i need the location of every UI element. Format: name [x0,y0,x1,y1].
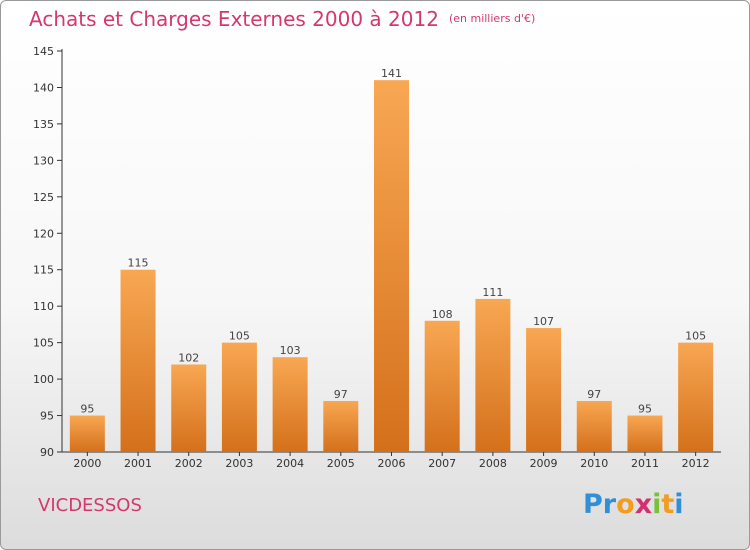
logo-letter: i [674,489,684,520]
data-label: 95 [80,403,94,416]
axes: 90 95 100 105 110 115 120 125 130 135 140 145 [33,45,721,459]
data-label: 97 [587,388,601,401]
unit-note: (en milliers d'€) [448,12,536,25]
bar [424,320,460,452]
data-label: 105 [229,330,250,343]
bar [475,298,511,452]
chart-title: Achats et Charges Externes 2000 à 2012 (e… [29,7,535,31]
y-tick-label: 125 [33,191,54,204]
y-tick-label: 120 [33,227,54,240]
commune-name: VICDESSOS [38,495,142,516]
x-tick-label: 2000 [73,457,101,470]
data-label: 105 [685,330,706,343]
bar [576,400,612,452]
bar [69,415,105,452]
bar [526,328,562,452]
data-label: 103 [280,344,301,357]
bars [69,80,714,452]
x-tick-label: 2012 [682,457,710,470]
y-tick-label: 145 [33,45,54,58]
proxiti-logo: Proxiti [583,489,684,520]
labels: 2000 95 2001 115 2002 102 2003 105 2004 103 2005 97… [73,67,709,470]
data-label: 95 [638,403,652,416]
bar [323,400,359,452]
bar [120,269,156,452]
data-label: 97 [334,388,348,401]
y-tick-label: 130 [33,154,54,167]
logo-letter: t [661,489,675,520]
y-tick-label: 135 [33,118,54,131]
data-label: 108 [432,308,453,321]
x-tick-label: 2011 [631,457,659,470]
logo-letter: P [583,489,603,520]
data-label: 102 [178,352,199,365]
logo-letter: x [634,489,653,520]
y-tick-label: 140 [33,81,54,94]
data-label: 107 [533,315,554,328]
logo-letter: i [652,489,662,520]
logo-letter: r [602,489,617,520]
y-tick-label: 110 [33,300,54,313]
bar [374,80,409,452]
x-tick-label: 2003 [225,457,253,470]
bar [272,357,308,452]
x-tick-label: 2006 [378,457,406,470]
bar [627,415,663,452]
data-label: 141 [381,67,402,80]
bar [171,364,207,452]
y-tick-label: 95 [40,410,54,423]
x-tick-label: 2005 [327,457,355,470]
logo-letter: o [616,489,635,520]
y-tick-label: 115 [33,264,54,277]
data-label: 115 [128,257,149,270]
y-tick-label: 100 [33,373,54,386]
x-tick-label: 2009 [530,457,558,470]
x-tick-label: 2004 [276,457,304,470]
y-tick-label: 90 [40,446,54,459]
bar [221,342,257,452]
x-tick-label: 2010 [580,457,608,470]
x-tick-label: 2008 [479,457,507,470]
y-tick-label: 105 [33,337,54,350]
x-tick-label: 2002 [175,457,203,470]
chart-title-text: Achats et Charges Externes 2000 à 2012 [29,7,439,31]
data-label: 111 [482,286,503,299]
x-tick-label: 2001 [124,457,152,470]
x-tick-label: 2007 [428,457,456,470]
bar [678,342,714,452]
